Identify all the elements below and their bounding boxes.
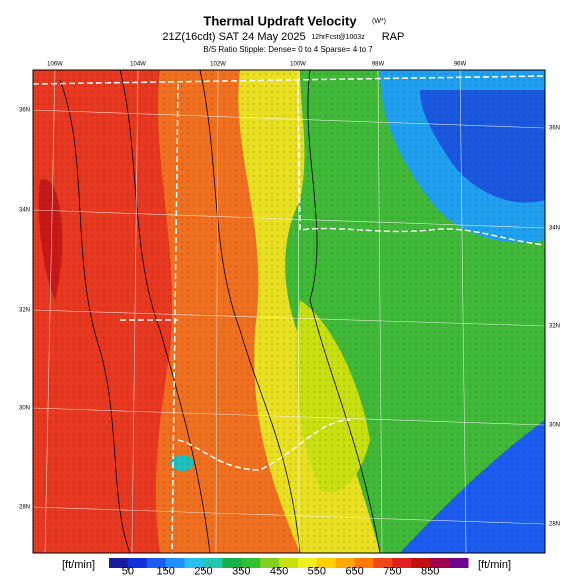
subtitle-model: RAP bbox=[382, 31, 405, 43]
lat-label-left: 28N bbox=[19, 505, 30, 511]
stipple-note: B/S Ratio Stipple: Dense= 0 to 4 Sparse=… bbox=[203, 45, 373, 54]
lat-label-right: 32N bbox=[549, 324, 560, 330]
colorbar-label: 750 bbox=[383, 565, 401, 577]
colorbar-swatch bbox=[373, 558, 393, 568]
colorbar-swatch bbox=[279, 558, 299, 568]
map-frame bbox=[32, 69, 546, 554]
colorbar-swatch bbox=[203, 558, 223, 568]
colorbar-swatch bbox=[241, 558, 261, 568]
subtitle: 21Z(16cdt) SAT 24 May 2025 bbox=[162, 31, 305, 43]
colorbar-swatch bbox=[297, 558, 318, 568]
lat-label-left: 36N bbox=[19, 108, 30, 114]
lat-label-left: 32N bbox=[19, 308, 30, 314]
colorbar-swatch bbox=[335, 558, 356, 568]
colorbar-swatch bbox=[222, 558, 242, 568]
unit-left: [ft/min] bbox=[62, 559, 95, 571]
lon-label: 104W bbox=[130, 62, 146, 68]
colorbar-label: 450 bbox=[270, 565, 288, 577]
title: Thermal Updraft Velocity bbox=[203, 13, 357, 28]
lat-label-right: 28N bbox=[549, 522, 560, 528]
colorbar-swatch bbox=[260, 558, 280, 568]
colorbar-swatch bbox=[392, 558, 412, 568]
colorbar-swatch bbox=[411, 558, 431, 568]
map-field bbox=[33, 70, 545, 553]
lon-label: 100W bbox=[290, 62, 306, 68]
unit-right: [ft/min] bbox=[478, 559, 511, 571]
colorbar-swatch bbox=[449, 558, 469, 568]
lat-label-right: 34N bbox=[549, 226, 560, 232]
lat-label-left: 34N bbox=[19, 208, 30, 214]
colorbar-label: 650 bbox=[345, 565, 363, 577]
lon-label: 106W bbox=[47, 62, 63, 68]
colorbar-swatch bbox=[184, 558, 204, 568]
colorbar-swatch bbox=[354, 558, 375, 568]
lon-label: 96W bbox=[454, 62, 467, 68]
colorbar-swatch bbox=[316, 558, 337, 568]
colorbar-swatch bbox=[109, 558, 129, 568]
colorbar-label: 550 bbox=[308, 565, 326, 577]
lon-label: 98W bbox=[372, 62, 385, 68]
colorbar-label: 850 bbox=[421, 565, 439, 577]
colorbar-swatch bbox=[165, 558, 186, 568]
lat-label-right: 36N bbox=[549, 126, 560, 132]
colorbar-swatch bbox=[146, 558, 167, 568]
colorbar-swatch bbox=[430, 558, 450, 568]
colorbar-label: 50 bbox=[122, 565, 134, 577]
subtitle-small: 12hrFcst@1003z bbox=[311, 34, 365, 41]
title-unit: (W*) bbox=[372, 18, 386, 25]
lat-label-left: 30N bbox=[19, 406, 30, 412]
colorbar-swatch bbox=[127, 558, 148, 568]
colorbar-label: 350 bbox=[232, 565, 250, 577]
lon-label: 102W bbox=[210, 62, 226, 68]
colorbar-label: 150 bbox=[157, 565, 175, 577]
lat-label-right: 30N bbox=[549, 423, 560, 429]
colorbar-label: 250 bbox=[194, 565, 212, 577]
